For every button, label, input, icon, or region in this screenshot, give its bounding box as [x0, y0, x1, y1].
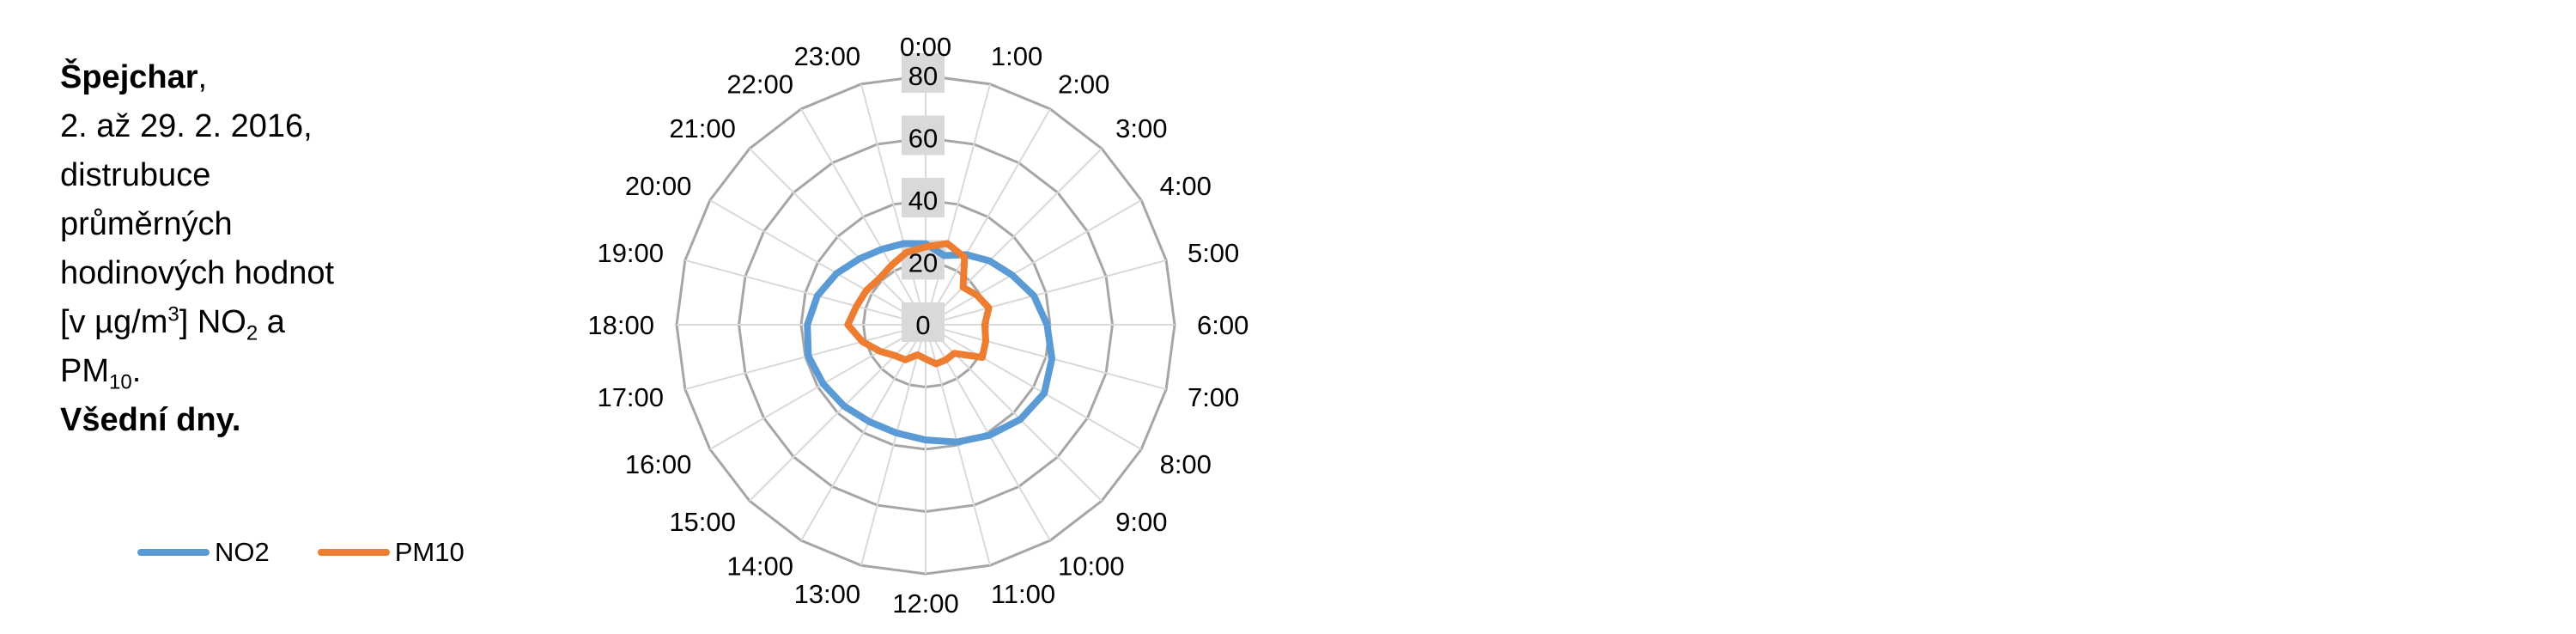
spoke-line	[925, 199, 1142, 326]
series-line-pm10	[844, 240, 993, 368]
spoke-line	[709, 324, 927, 450]
spoke-line	[800, 108, 927, 326]
category-label: 9:00	[1115, 507, 1167, 537]
category-label: 0:00	[900, 32, 951, 62]
spoke-line	[709, 199, 927, 326]
legend-label: PM10	[394, 537, 465, 567]
caption-line-1: Špejchar,	[60, 59, 208, 95]
category-label: 20:00	[625, 171, 692, 201]
spoke-line	[925, 324, 1142, 450]
category-label: 14:00	[726, 552, 793, 582]
category-label: 3:00	[1115, 113, 1167, 143]
category-label: 7:00	[1188, 382, 1239, 412]
spoke-line	[925, 259, 1167, 326]
caption-line-4: průměrných	[60, 206, 233, 242]
category-label: 16:00	[625, 449, 692, 479]
category-label: 22:00	[726, 69, 793, 99]
caption-dates: 2. až 29. 2. 2016,	[60, 108, 313, 144]
caption-pm-line: PM10.	[60, 353, 142, 394]
tick-label-bg	[902, 302, 945, 342]
spoke-line	[925, 324, 1167, 391]
category-labels: 1:00 2:003:00 4:00 5:00 6:00 7:00 8:00 9:00 10:0…	[587, 32, 1249, 619]
legend-label: NO2	[215, 537, 270, 567]
spoke-line	[749, 324, 927, 502]
radial-tick-label: 0	[915, 310, 930, 340]
legend-swatch	[317, 549, 390, 556]
spoke-line	[860, 324, 927, 566]
category-label: 8:00	[1160, 449, 1212, 479]
category-label: 4:00	[1160, 171, 1212, 201]
legend-item-no2: NO2	[137, 537, 270, 568]
category-label: 23:00	[794, 41, 861, 71]
series-line-no2	[804, 240, 1056, 446]
spoke-line	[925, 148, 1103, 326]
tick-label-bg	[902, 178, 945, 217]
category-label: 13:00	[794, 579, 861, 609]
category-label: 15:00	[669, 507, 736, 537]
legend-item-pm10: PM10	[317, 537, 465, 568]
radial-tick-label: 40	[908, 186, 938, 216]
category-label: 21:00	[669, 113, 736, 143]
caption-unit-line: [v µg/m3] NO2 a	[60, 302, 285, 345]
legend-swatch	[137, 549, 210, 556]
spoke-line	[925, 83, 992, 326]
tick-label-bg	[902, 115, 945, 155]
category-label: 2:00	[1058, 69, 1109, 99]
spoke-line	[860, 83, 927, 326]
category-label: 5:00	[1188, 238, 1239, 268]
category-label: 10:00	[1058, 552, 1125, 582]
tick-label-bg	[902, 53, 945, 93]
category-label: 18:00	[587, 310, 654, 340]
radial-tick-label: 80	[908, 61, 938, 91]
caption-line-5: hodinových hodnot	[60, 255, 335, 291]
station-name: Špejchar	[60, 59, 198, 95]
data-series	[804, 240, 1056, 446]
category-label: 11:00	[991, 579, 1055, 609]
spoke-line	[749, 148, 927, 326]
spoke-line	[925, 108, 1051, 326]
caption-line-3: distrubuce	[60, 157, 211, 193]
radial-tick-label: 60	[908, 124, 938, 154]
category-label: 12:00	[892, 588, 959, 619]
category-label: 1:00	[991, 41, 1042, 71]
category-label: 6:00	[1197, 310, 1249, 340]
spoke-line	[684, 259, 927, 326]
chart-legend: NO2 PM10	[137, 531, 513, 574]
caption-day-type: Všední dny.	[60, 402, 241, 438]
category-label: 19:00	[597, 238, 664, 268]
chart-caption: Špejchar, 2. až 29. 2. 2016, distrubuce …	[60, 53, 421, 445]
category-label: 17:00	[597, 382, 664, 412]
